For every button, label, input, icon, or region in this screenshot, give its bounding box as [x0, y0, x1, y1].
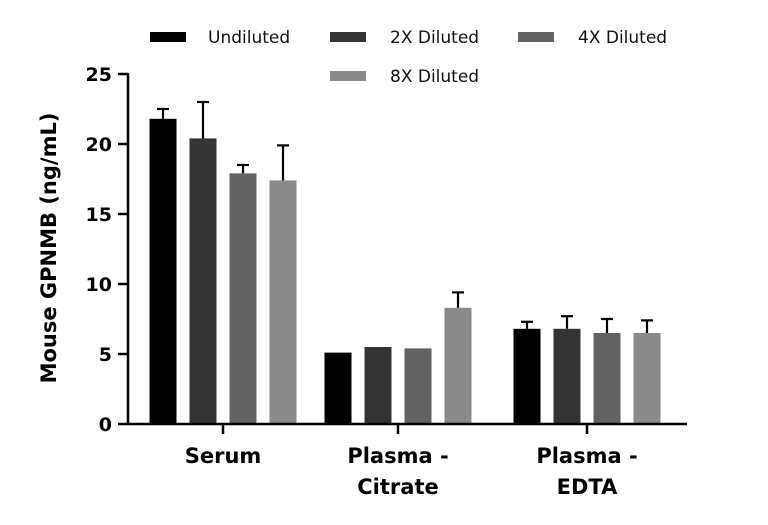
bar [269, 180, 297, 424]
legend-label: Undiluted [208, 28, 290, 48]
y-tick-label: 0 [99, 414, 112, 436]
x-tick-label: Plasma - [347, 444, 448, 468]
bar [593, 333, 621, 424]
x-axis: Serum Plasma - Citrate Plasma - EDTA [128, 422, 687, 499]
bar [364, 347, 392, 424]
legend: Undiluted 2X Diluted 4X Diluted 8X Diluted [150, 28, 667, 87]
y-tick-label: 25 [86, 64, 112, 86]
bar [229, 173, 257, 424]
x-tick-label: Plasma - [536, 444, 637, 468]
legend-swatch [518, 32, 554, 42]
legend-swatch [330, 32, 366, 42]
y-tick-label: 20 [86, 134, 112, 156]
bar [149, 118, 177, 425]
bar [633, 333, 661, 424]
legend-label: 2X Diluted [390, 28, 479, 48]
bar [553, 328, 581, 424]
legend-label: 4X Diluted [578, 28, 667, 48]
bar [444, 307, 472, 424]
bar [404, 348, 432, 424]
legend-label: 8X Diluted [390, 67, 479, 87]
y-tick-label: 5 [99, 344, 112, 366]
bar [189, 138, 217, 424]
bars [149, 100, 661, 425]
y-axis-title: Mouse GPNMB (ng/mL) [37, 113, 61, 384]
x-tick-label: Serum [185, 444, 262, 468]
legend-swatch [330, 71, 366, 81]
bar [513, 328, 541, 424]
x-tick-label: Citrate [357, 475, 438, 499]
legend-swatch [150, 32, 186, 42]
x-tick-label: EDTA [557, 475, 618, 499]
bar [324, 352, 352, 424]
y-axis: 0 5 10 15 20 25 [86, 64, 130, 436]
y-tick-label: 10 [86, 274, 112, 296]
y-tick-label: 15 [86, 204, 112, 226]
